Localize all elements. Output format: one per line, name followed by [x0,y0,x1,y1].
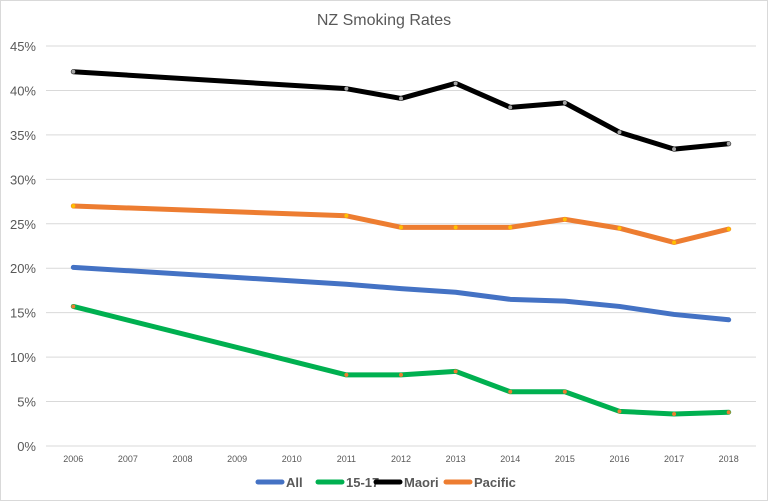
data-point [399,286,403,291]
data-point [453,369,458,374]
y-tick-label: 10% [10,350,36,365]
y-tick-label: 40% [10,83,36,98]
data-point [508,105,513,110]
data-point [617,409,622,414]
chart-title: NZ Smoking Rates [317,12,451,29]
x-tick-label: 2016 [609,454,629,464]
data-point [453,290,458,295]
x-tick-label: 2006 [63,454,83,464]
data-point [617,304,622,309]
data-point [562,100,567,105]
series-line-Maori [70,69,732,152]
legend-label: 15-17 [346,475,379,490]
data-point [508,389,513,394]
data-point [672,412,677,416]
data-point [71,304,76,309]
data-point [562,299,567,304]
data-point [344,372,349,377]
data-point [399,372,403,377]
series-line-All [70,264,732,323]
x-tick-label: 2012 [391,454,411,464]
data-point [726,227,731,232]
y-tick-label: 45% [10,39,36,54]
data-point [399,225,403,230]
y-tick-label: 30% [10,172,36,187]
x-tick-label: 2018 [719,454,739,464]
x-tick-label: 2015 [555,454,575,464]
legend-item: Maori [373,475,439,490]
data-point [71,69,76,74]
y-tick-label: 15% [10,306,36,321]
data-point [726,410,731,415]
data-point [672,312,677,317]
y-tick-label: 0% [17,439,36,454]
x-tick-label: 2013 [446,454,466,464]
legend-item: Pacific [443,475,516,490]
x-tick-label: 2011 [337,454,356,464]
y-tick-label: 25% [10,217,36,232]
data-point [726,141,731,146]
data-point [399,96,403,101]
data-point [672,147,677,152]
x-tick-label: 2007 [118,454,138,464]
data-point [508,225,513,230]
data-point [617,226,622,231]
data-point [672,240,677,245]
y-tick-label: 20% [10,261,36,276]
data-point [617,130,622,135]
data-point [726,317,731,322]
data-point [344,213,349,218]
x-tick-label: 2009 [227,454,247,464]
x-tick-label: 2008 [173,454,193,464]
legend-label: Pacific [474,475,516,490]
data-point [562,217,567,222]
legend-label: Maori [404,475,439,490]
y-tick-label: 5% [17,395,36,410]
data-point [453,81,458,86]
y-tick-label: 35% [10,128,36,143]
x-tick-label: 2017 [664,454,684,464]
data-point [344,86,349,91]
legend-item: All [255,475,303,490]
data-point [344,282,349,287]
data-point [562,389,567,394]
legend-label: All [286,475,303,490]
data-point [453,225,458,230]
series-line-15-17 [70,303,732,417]
data-point [508,297,513,302]
legend-item: 15-17 [315,475,379,490]
data-point [71,204,76,208]
x-tick-label: 2010 [282,454,302,464]
data-point [71,265,76,270]
x-tick-label: 2014 [500,454,520,464]
